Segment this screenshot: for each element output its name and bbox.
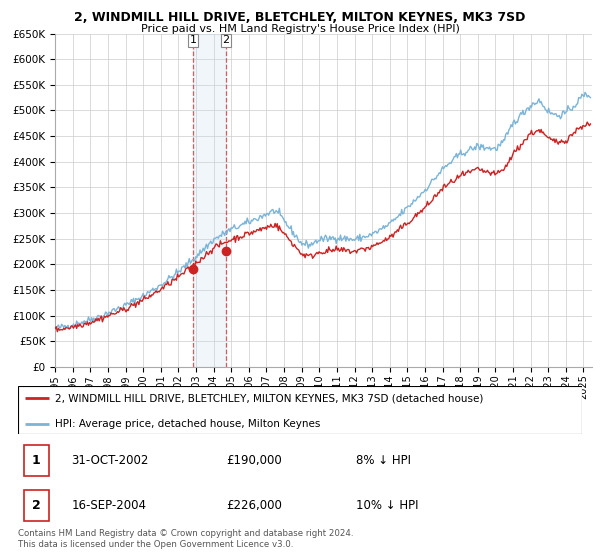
FancyBboxPatch shape: [23, 491, 49, 521]
Text: 2, WINDMILL HILL DRIVE, BLETCHLEY, MILTON KEYNES, MK3 7SD: 2, WINDMILL HILL DRIVE, BLETCHLEY, MILTO…: [74, 11, 526, 24]
Text: 2: 2: [223, 35, 230, 45]
Text: 31-OCT-2002: 31-OCT-2002: [71, 454, 149, 467]
Text: 10% ↓ HPI: 10% ↓ HPI: [356, 499, 419, 512]
Text: 8% ↓ HPI: 8% ↓ HPI: [356, 454, 412, 467]
Text: Contains HM Land Registry data © Crown copyright and database right 2024.
This d: Contains HM Land Registry data © Crown c…: [18, 529, 353, 549]
Text: 1: 1: [32, 454, 41, 467]
Bar: [193, 34, 226, 367]
Text: £190,000: £190,000: [227, 454, 283, 467]
Text: 1: 1: [190, 35, 197, 45]
FancyBboxPatch shape: [23, 445, 49, 475]
Text: 2: 2: [32, 499, 41, 512]
Text: 16-SEP-2004: 16-SEP-2004: [71, 499, 146, 512]
Text: £226,000: £226,000: [227, 499, 283, 512]
Text: 2, WINDMILL HILL DRIVE, BLETCHLEY, MILTON KEYNES, MK3 7SD (detached house): 2, WINDMILL HILL DRIVE, BLETCHLEY, MILTO…: [55, 393, 483, 403]
Text: HPI: Average price, detached house, Milton Keynes: HPI: Average price, detached house, Milt…: [55, 418, 320, 428]
Text: Price paid vs. HM Land Registry's House Price Index (HPI): Price paid vs. HM Land Registry's House …: [140, 24, 460, 34]
